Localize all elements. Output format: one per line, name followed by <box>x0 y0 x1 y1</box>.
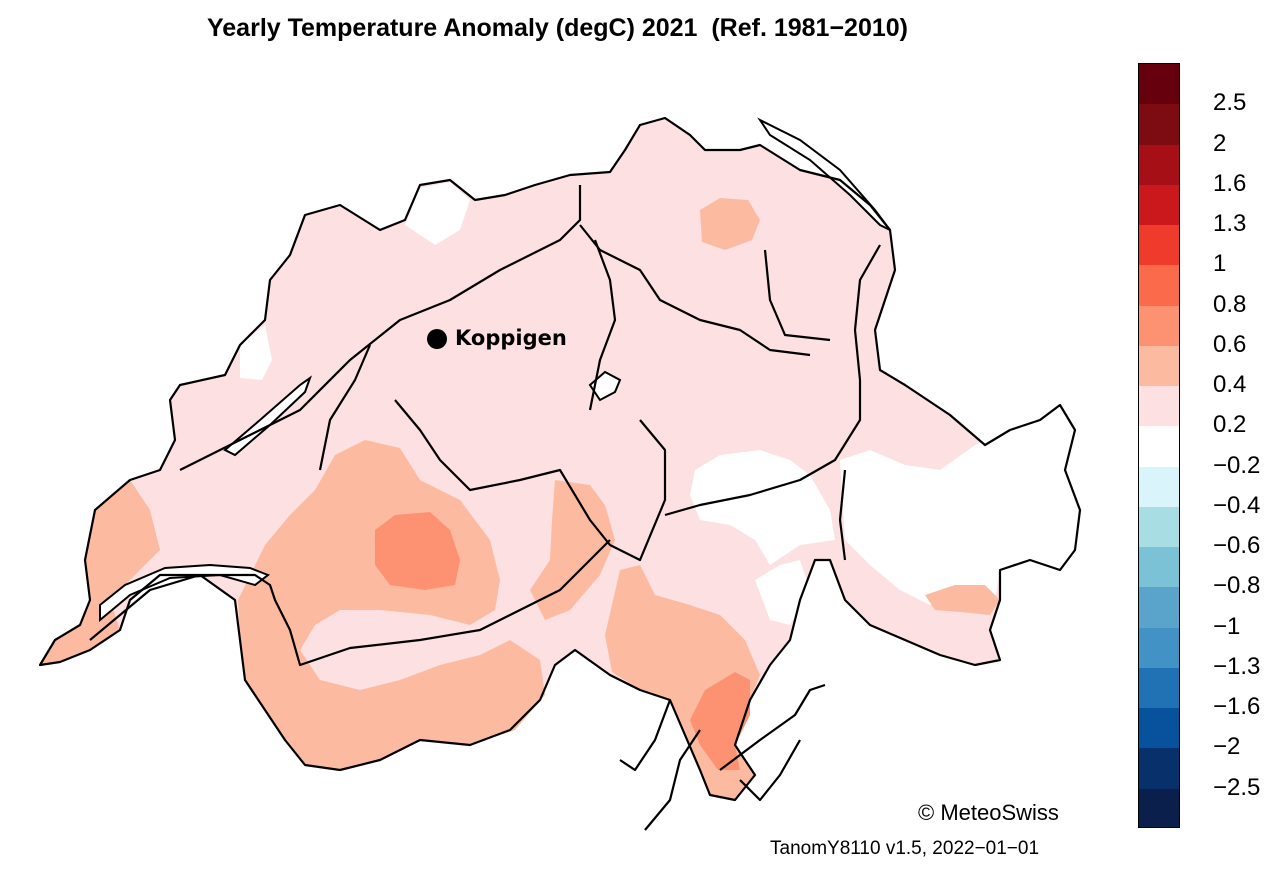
legend-swatch <box>1139 184 1179 226</box>
legend-swatch <box>1139 104 1179 145</box>
legend-tick-label: 2 <box>1213 129 1227 157</box>
station-label: Koppigen <box>455 326 567 350</box>
legend-tick-label: 1 <box>1213 250 1227 278</box>
legend-tick-label: −1.6 <box>1213 693 1261 721</box>
version-footer: TanomY8110 v1.5, 2022−01−01 <box>770 838 1040 859</box>
legend-tick-label: 2.5 <box>1213 89 1247 117</box>
map-title: Yearly Temperature Anomaly (degC) 2021 (… <box>206 14 908 42</box>
region-boundary-3 <box>579 224 811 357</box>
anomaly-geneva <box>40 480 160 665</box>
anomaly-map <box>38 116 1082 831</box>
legend-swatch <box>1139 466 1179 508</box>
region-boundary-2 <box>179 185 582 471</box>
lake-geneva <box>99 563 271 623</box>
region-boundary-1 <box>89 539 611 667</box>
legend-swatch <box>1139 64 1179 105</box>
lake-lucerne <box>588 370 622 402</box>
legend-swatch <box>1139 788 1179 827</box>
neutral-patch-ticino <box>755 560 810 625</box>
italian-lakes <box>619 683 826 831</box>
region-boundary-5 <box>664 244 881 517</box>
legend-tick-label: −0.4 <box>1213 491 1261 519</box>
neutral-patch-northeast <box>690 450 835 565</box>
legend-tick-label: −1.3 <box>1213 652 1261 680</box>
region-boundary-6 <box>588 239 617 411</box>
legend-swatch <box>1139 587 1179 629</box>
legend-swatch <box>1139 667 1179 709</box>
anomaly-engadin <box>925 585 1000 615</box>
legend-tick-label: −0.8 <box>1213 572 1261 600</box>
legend-swatch <box>1139 225 1179 266</box>
legend-swatch <box>1139 748 1179 790</box>
legend-tick-label: 1.3 <box>1213 210 1247 238</box>
neutral-patch-east <box>840 405 1080 605</box>
anomaly-upper-valais <box>530 480 615 620</box>
color-legend-bar <box>1138 63 1180 828</box>
neutral-patch-jura <box>405 182 470 245</box>
region-boundary-4 <box>394 399 667 562</box>
legend-tick-label: −0.6 <box>1213 532 1261 560</box>
region-boundary-8 <box>763 249 831 342</box>
legend-tick-label: 1.6 <box>1213 169 1247 197</box>
legend-swatch <box>1139 345 1179 387</box>
neutral-patch-west <box>240 325 272 380</box>
legend-tick-label: 0.4 <box>1213 371 1247 399</box>
legend-swatch <box>1139 627 1179 669</box>
copyright-label: © MeteoSwiss <box>918 800 1059 825</box>
anomaly-zurich <box>700 198 760 250</box>
legend-swatch <box>1139 506 1179 548</box>
legend-swatch <box>1139 708 1179 749</box>
legend-tick-label: 0.6 <box>1213 330 1247 358</box>
legend-swatch <box>1139 144 1179 186</box>
region-boundary-9 <box>838 469 847 561</box>
station-marker <box>427 329 447 349</box>
anomaly-peak-valais <box>375 512 460 590</box>
switzerland-region <box>40 118 1080 800</box>
legend-tick-label: −1 <box>1213 612 1241 640</box>
legend-swatch <box>1139 305 1179 347</box>
region-boundary-7 <box>318 344 372 471</box>
legend-tick-label: 0.8 <box>1213 290 1247 318</box>
legend-tick-label: −0.2 <box>1213 451 1261 479</box>
legend-swatch <box>1139 547 1179 588</box>
lake-constance <box>757 117 891 231</box>
legend-swatch <box>1139 386 1179 427</box>
legend-tick-label: −2.5 <box>1213 773 1261 801</box>
country-border <box>38 116 1082 802</box>
legend-tick-label: 0.2 <box>1213 411 1247 439</box>
anomaly-valais <box>238 440 545 770</box>
legend-swatch <box>1139 265 1179 307</box>
legend-swatch <box>1139 426 1179 468</box>
legend-tick-label: −2 <box>1213 733 1241 761</box>
